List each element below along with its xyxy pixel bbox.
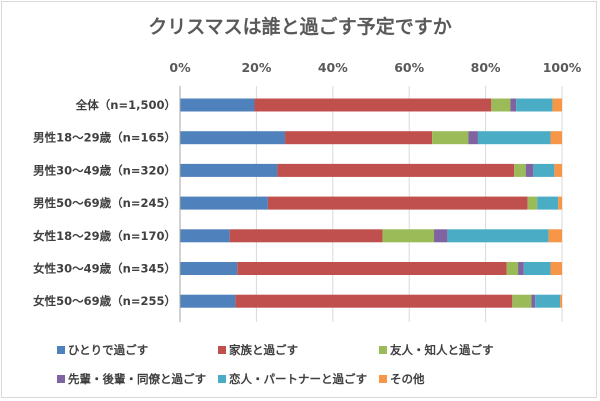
bar-segment	[432, 131, 469, 145]
bar-segment	[434, 229, 448, 243]
bar-segment	[267, 196, 528, 210]
legend-swatch	[379, 346, 387, 354]
bar-segment	[254, 98, 492, 112]
bar-segment	[180, 196, 268, 210]
bar-segment	[510, 98, 517, 112]
category-label: 男性30～49歳（n=320）	[33, 163, 176, 177]
bar-segment	[523, 262, 551, 275]
bars	[180, 98, 562, 308]
legend-label: 恋人・パートナーと過ごす	[229, 372, 367, 386]
bar-segment	[560, 294, 562, 308]
bar-segment	[506, 262, 519, 275]
bar-segment	[477, 131, 551, 145]
category-label: 全体（n=1,500）	[75, 98, 176, 112]
bar-segment	[531, 294, 536, 308]
x-tick-label: 0%	[169, 60, 191, 75]
x-axis-ticks: 0% 20% 40% 60% 80% 100%	[169, 60, 581, 75]
legend-label: その他	[390, 372, 425, 386]
legend-label: 先輩・後輩・同僚と過ごす	[68, 372, 206, 386]
x-tick-label: 40%	[318, 60, 348, 75]
x-tick-label: 100%	[543, 60, 582, 75]
legend-item: その他	[379, 372, 425, 386]
bar-segment	[535, 294, 561, 308]
bar-segment	[180, 229, 230, 243]
bar-segment	[533, 163, 555, 177]
bar-row	[180, 98, 562, 112]
legend-item: 恋人・パートナーと過ごす	[218, 372, 367, 386]
bar-segment	[527, 196, 538, 210]
bar-segment	[237, 262, 507, 275]
bar-segment	[550, 262, 562, 275]
bar-segment	[537, 196, 559, 210]
bar-segment	[180, 294, 236, 308]
bar-segment	[382, 229, 435, 243]
category-label: 女性50～69歳（n=255）	[33, 294, 176, 308]
bar-segment	[180, 98, 255, 112]
legend-swatch	[57, 375, 65, 383]
x-tick-label: 60%	[394, 60, 424, 75]
legend-swatch	[218, 375, 226, 383]
legend-label: 友人・知人と過ごす	[390, 343, 494, 357]
bar-row	[180, 262, 562, 275]
bar-segment	[558, 196, 562, 210]
bar-segment	[514, 163, 526, 177]
bar-segment	[491, 98, 511, 112]
bar-segment	[180, 131, 286, 145]
bar-segment	[518, 262, 524, 275]
legend-label: ひとりで過ごす	[68, 343, 148, 357]
legend-item: 友人・知人と過ごす	[379, 343, 494, 357]
legend-item: 家族と過ごす	[218, 343, 298, 357]
bar-segment	[180, 163, 278, 177]
x-tick-label: 80%	[471, 60, 501, 75]
legend-item: ひとりで過ごす	[57, 343, 148, 357]
bar-segment	[516, 98, 553, 112]
category-label: 男性18～29歳（n=165）	[33, 131, 176, 145]
bar-segment	[548, 229, 562, 243]
legend-swatch	[379, 375, 387, 383]
bar-segment	[525, 163, 534, 177]
category-labels: 全体（n=1,500） 男性18～29歳（n=165） 男性30～49歳（n=320…	[33, 98, 176, 308]
bar-segment	[285, 131, 433, 145]
bar-row	[180, 163, 562, 177]
bar-row	[180, 131, 562, 145]
legend-item: 先輩・後輩・同僚と過ごす	[57, 372, 206, 386]
bar-segment	[468, 131, 478, 145]
legend-label: 家族と過ごす	[229, 343, 298, 357]
category-label: 男性50～69歳（n=245）	[33, 196, 176, 210]
bar-row	[180, 294, 562, 308]
bar-segment	[229, 229, 383, 243]
bar-row	[180, 196, 562, 210]
legend-swatch	[218, 346, 226, 354]
bar-segment	[180, 262, 238, 275]
chart-title: クリスマスは誰と過ごす予定ですか	[148, 15, 452, 38]
bar-segment	[552, 98, 562, 112]
category-label: 女性18～29歳（n=170）	[33, 229, 176, 243]
bar-segment	[554, 163, 562, 177]
category-label: 女性30～49歳（n=345）	[33, 262, 176, 276]
bar-segment	[235, 294, 513, 308]
bar-segment	[512, 294, 532, 308]
bar-segment	[447, 229, 549, 243]
bar-row	[180, 229, 562, 243]
bar-segment	[277, 163, 515, 177]
legend-swatch	[57, 346, 65, 354]
x-tick-label: 20%	[241, 60, 271, 75]
bar-segment	[550, 131, 562, 145]
